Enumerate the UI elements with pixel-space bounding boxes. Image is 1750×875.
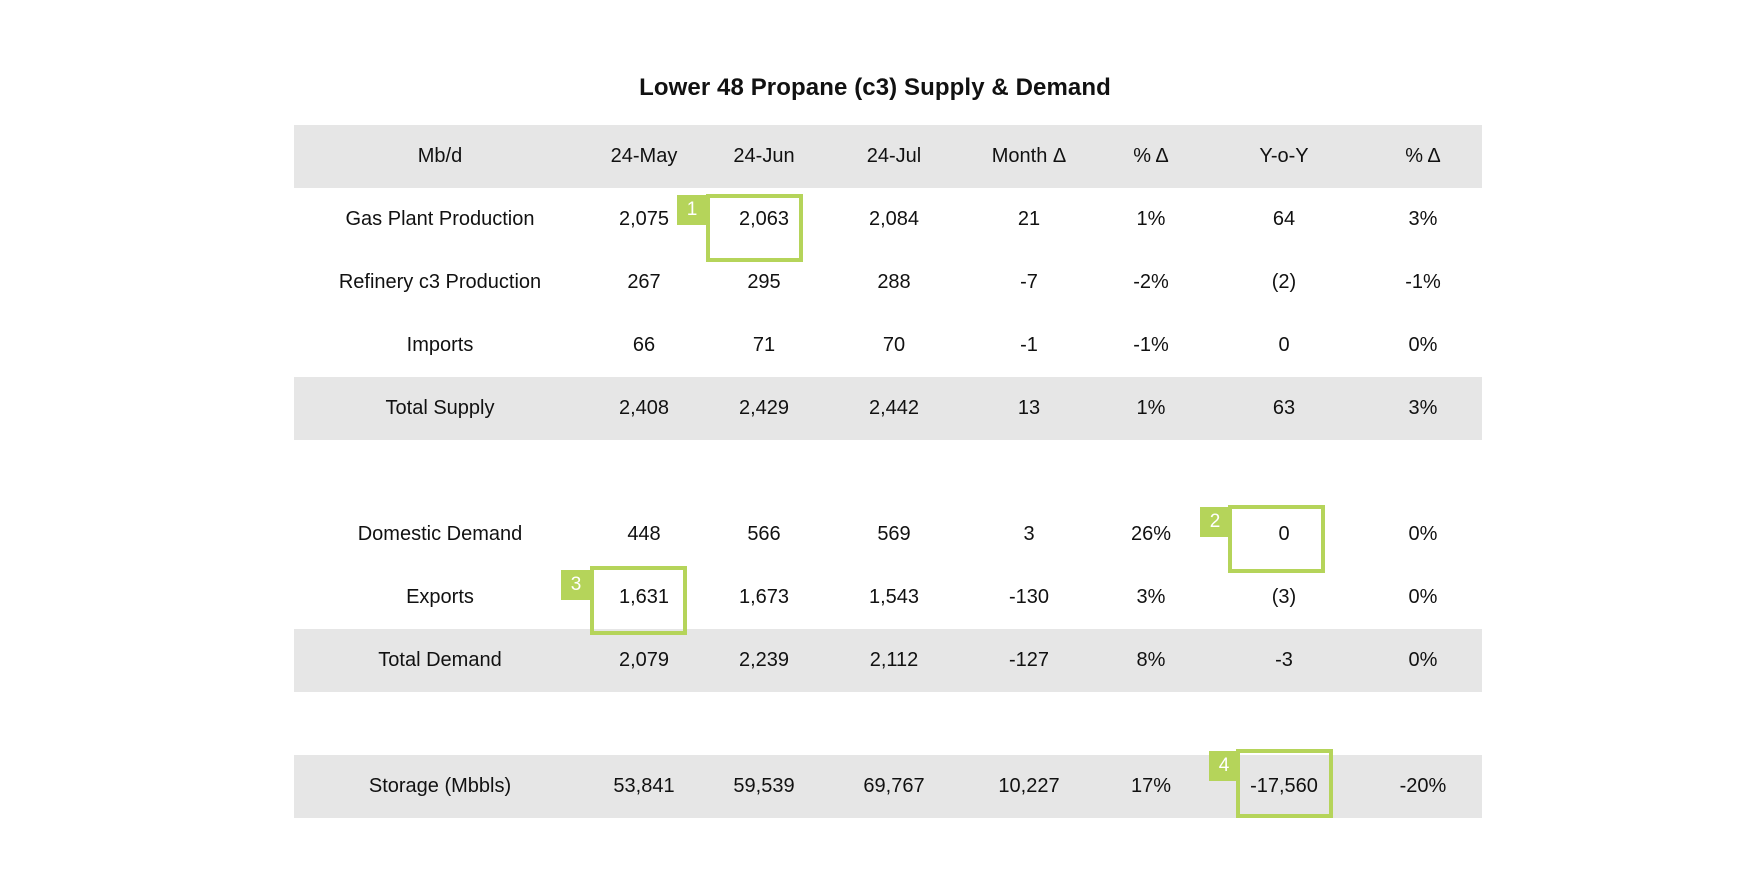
table-cell: 1%	[1136, 397, 1166, 419]
table-cell: -1%	[1405, 271, 1441, 293]
highlight-tag-2: 2	[1200, 507, 1230, 537]
table-cell: -130	[1008, 586, 1050, 608]
table-cell: 70	[882, 334, 906, 356]
header-cell: Mb/d	[417, 145, 463, 167]
highlight-tag-3: 3	[561, 570, 591, 600]
table-cell: -20%	[1399, 775, 1447, 797]
highlight-box-4	[1236, 749, 1333, 818]
table-cell: 3%	[1408, 397, 1438, 419]
table-cell: 3%	[1408, 208, 1438, 230]
header-cell: Y-o-Y	[1259, 145, 1309, 167]
table-cell: 53,841	[613, 775, 675, 797]
table-cell: 0	[1278, 334, 1290, 356]
table-cell: 0%	[1408, 586, 1438, 608]
header-cell: 24-Jul	[866, 145, 922, 167]
spacer-row	[294, 440, 1482, 503]
header-row: Mb/d 24-May 24-Jun 24-Jul Month Δ % Δ Y-…	[294, 125, 1482, 188]
table-cell: 566	[747, 523, 781, 545]
table-cell: 2,442	[868, 397, 920, 419]
highlight-box-3	[590, 566, 687, 635]
table-row-total-demand: Total Demand 2,079 2,239 2,112 -127 8% -…	[294, 629, 1482, 692]
table-cell: 8%	[1136, 649, 1166, 671]
table-cell: 66	[632, 334, 656, 356]
table-cell: 267	[627, 271, 661, 293]
table-cell: 1,543	[868, 586, 920, 608]
table-cell: -1%	[1133, 334, 1169, 356]
table-cell: -2%	[1133, 271, 1169, 293]
table-cell: 2,429	[738, 397, 790, 419]
table-cell: 3	[1023, 523, 1035, 545]
table-cell: 2,084	[868, 208, 920, 230]
table-cell: -17,560	[1250, 775, 1318, 797]
table-cell: 2,075	[618, 208, 670, 230]
row-label: Exports	[406, 586, 474, 608]
table-cell: 0%	[1408, 334, 1438, 356]
table-cell: 1,673	[738, 586, 790, 608]
table-cell: (2)	[1271, 271, 1297, 293]
table-cell: 2,112	[869, 649, 919, 671]
highlight-tag-1: 1	[677, 195, 707, 225]
table-row-domestic-demand: Domestic Demand 448 566 569 3 26% 0 0%	[294, 503, 1482, 566]
table-row-exports: Exports 1,631 1,673 1,543 -130 3% (3) 0%	[294, 566, 1482, 629]
row-label: Domestic Demand	[357, 523, 523, 545]
spacer-row	[294, 692, 1482, 755]
table-cell: -7	[1020, 271, 1038, 293]
supply-demand-table: Mb/d 24-May 24-Jun 24-Jul Month Δ % Δ Y-…	[294, 125, 1482, 818]
table-row-imports: Imports 66 71 70 -1 -1% 0 0%	[294, 314, 1482, 377]
table-cell: -127	[1008, 649, 1050, 671]
table-cell: 59,539	[733, 775, 795, 797]
table-cell: 26%	[1130, 523, 1172, 545]
row-label: Storage (Mbbls)	[368, 775, 512, 797]
row-label: Total Supply	[385, 397, 495, 419]
header-cell: % Δ	[1133, 145, 1169, 167]
table-cell: 69,767	[863, 775, 925, 797]
header-cell: 24-May	[610, 145, 678, 167]
row-label: Imports	[406, 334, 474, 356]
row-label: Refinery c3 Production	[338, 271, 542, 293]
table-row-storage: Storage (Mbbls) 53,841 59,539 69,767 10,…	[294, 755, 1482, 818]
table-cell: 295	[747, 271, 781, 293]
table-cell: 10,227	[998, 775, 1060, 797]
row-label: Gas Plant Production	[345, 208, 535, 230]
table-cell: 21	[1017, 208, 1041, 230]
table-cell: 0	[1278, 523, 1290, 545]
table-cell: 3%	[1136, 586, 1166, 608]
table-cell: 569	[877, 523, 911, 545]
row-label: Total Demand	[378, 649, 502, 671]
table-cell: 64	[1272, 208, 1296, 230]
table-row-total-supply: Total Supply 2,408 2,429 2,442 13 1% 63 …	[294, 377, 1482, 440]
table-row-gas-plant-production: Gas Plant Production 2,075 2,063 2,084 2…	[294, 188, 1482, 251]
table-title: Lower 48 Propane (c3) Supply & Demand	[639, 74, 1111, 101]
table-cell: 1%	[1136, 208, 1166, 230]
table-cell: (3)	[1271, 586, 1297, 608]
highlight-tag-4: 4	[1209, 751, 1239, 781]
table-cell: 2,408	[618, 397, 670, 419]
table-cell: 2,079	[618, 649, 670, 671]
table-cell: 2,239	[738, 649, 790, 671]
highlight-box-1	[706, 194, 803, 262]
table-cell: -3	[1275, 649, 1293, 671]
table-cell: 1,631	[618, 586, 670, 608]
header-cell: % Δ	[1405, 145, 1441, 167]
table-cell: 63	[1272, 397, 1296, 419]
table-cell: 448	[627, 523, 661, 545]
table-cell: 71	[752, 334, 776, 356]
table-cell: -1	[1020, 334, 1038, 356]
table-cell: 17%	[1130, 775, 1172, 797]
table-cell: 13	[1017, 397, 1041, 419]
table-cell: 2,063	[738, 208, 790, 230]
table-cell: 0%	[1408, 649, 1438, 671]
table-cell: 288	[877, 271, 911, 293]
table-cell: 0%	[1408, 523, 1438, 545]
header-cell: Month Δ	[991, 145, 1067, 167]
highlight-box-2	[1228, 505, 1325, 573]
header-cell: 24-Jun	[733, 145, 795, 167]
table-row-refinery-c3-production: Refinery c3 Production 267 295 288 -7 -2…	[294, 251, 1482, 314]
